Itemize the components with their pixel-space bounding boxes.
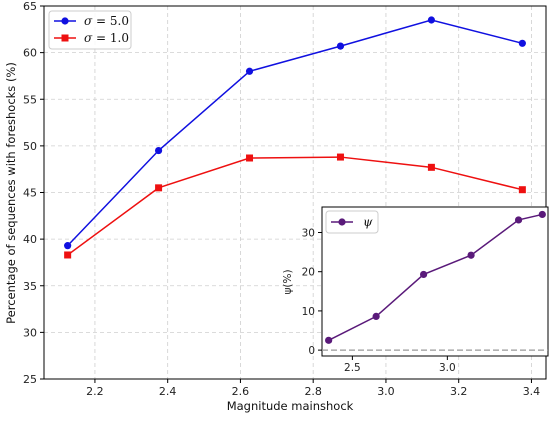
legend-symbol-sigma-5: σ [84,14,93,28]
main-series-point-0 [518,39,526,47]
main-series-point-1 [518,186,526,194]
inset-series-point [538,210,546,219]
inset-y-tick-label: 30 [302,227,315,239]
main-y-tick-label: 35 [23,280,37,293]
legend-value-sigma-1: = 1.0 [92,31,129,45]
main-x-axis-label: Magnitude mainshock [227,399,354,413]
inset-legend-label: ψ [363,215,373,229]
inset-y-tick-label: 10 [302,306,315,318]
inset-series-point [325,336,333,344]
main-series-point-1 [155,184,163,192]
main-x-tick-label: 3.2 [450,385,468,398]
legend-marker-sigma-5 [61,17,69,25]
main-x-tick-label: 3.4 [523,385,541,398]
main-series-point-1 [246,154,254,162]
main-y-axis-label: Percentage of sequences with foreshocks … [4,62,18,324]
main-series-point-0 [64,242,72,250]
legend-marker-sigma-1 [61,34,69,42]
main-x-tick-label: 2.4 [159,385,177,398]
inset-series-line [328,213,543,341]
main-y-tick-label: 30 [23,326,37,339]
main-series-point-1 [336,153,344,161]
main-series-line-1 [67,156,523,256]
inset-y-tick-label: 20 [302,267,315,279]
main-x-tick-label: 2.2 [86,385,104,398]
main-x-tick-label: 2.6 [232,385,250,398]
main-series-line-0 [67,19,523,247]
main-y-tick-label: 55 [23,93,37,106]
inset-legend: ψ [325,210,379,234]
main-x-tick-label: 2.8 [304,385,322,398]
legend-symbol-sigma-1: σ [84,31,93,45]
main-series-point-0 [245,67,254,75]
main-series-point-0 [336,42,345,50]
legend-value-sigma-5: = 5.0 [92,14,129,28]
legend-label-sigma-5: σ = 5.0 [84,14,129,28]
legend-label-sigma-1: σ = 1.0 [84,31,129,45]
main-x-tick-label: 3.0 [377,385,395,398]
main-series-point-1 [64,251,72,259]
main-y-tick-label: 50 [23,140,37,153]
main-y-tick-label: 60 [23,47,37,60]
main-series-point-0 [427,16,436,24]
main-legend: σ = 5.0 σ = 1.0 [48,10,132,50]
inset-series-point [467,251,475,259]
main-y-tick-label: 25 [23,373,37,386]
main-y-tick-label: 45 [23,187,37,200]
inset-series-point [372,312,380,320]
inset-y-axis-label: ψ(%) [282,269,294,294]
inset-x-tick-label: 3.0 [439,362,456,374]
inset-series-point [514,216,523,224]
inset-series-point [420,270,428,279]
main-series-point-0 [154,146,163,155]
inset-y-tick-label: 0 [308,345,315,357]
inset-x-tick-label: 2.5 [344,362,361,374]
main-series-point-1 [427,163,435,171]
inset-legend-marker [338,218,346,226]
main-y-tick-label: 40 [23,233,37,246]
main-y-tick-label: 65 [23,0,37,13]
